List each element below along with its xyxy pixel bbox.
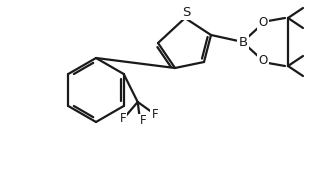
Text: F: F [151,108,158,121]
Text: F: F [139,115,146,127]
Text: B: B [238,36,247,48]
Text: O: O [258,17,268,29]
Text: S: S [182,6,190,18]
Text: F: F [119,112,126,126]
Text: O: O [258,55,268,67]
